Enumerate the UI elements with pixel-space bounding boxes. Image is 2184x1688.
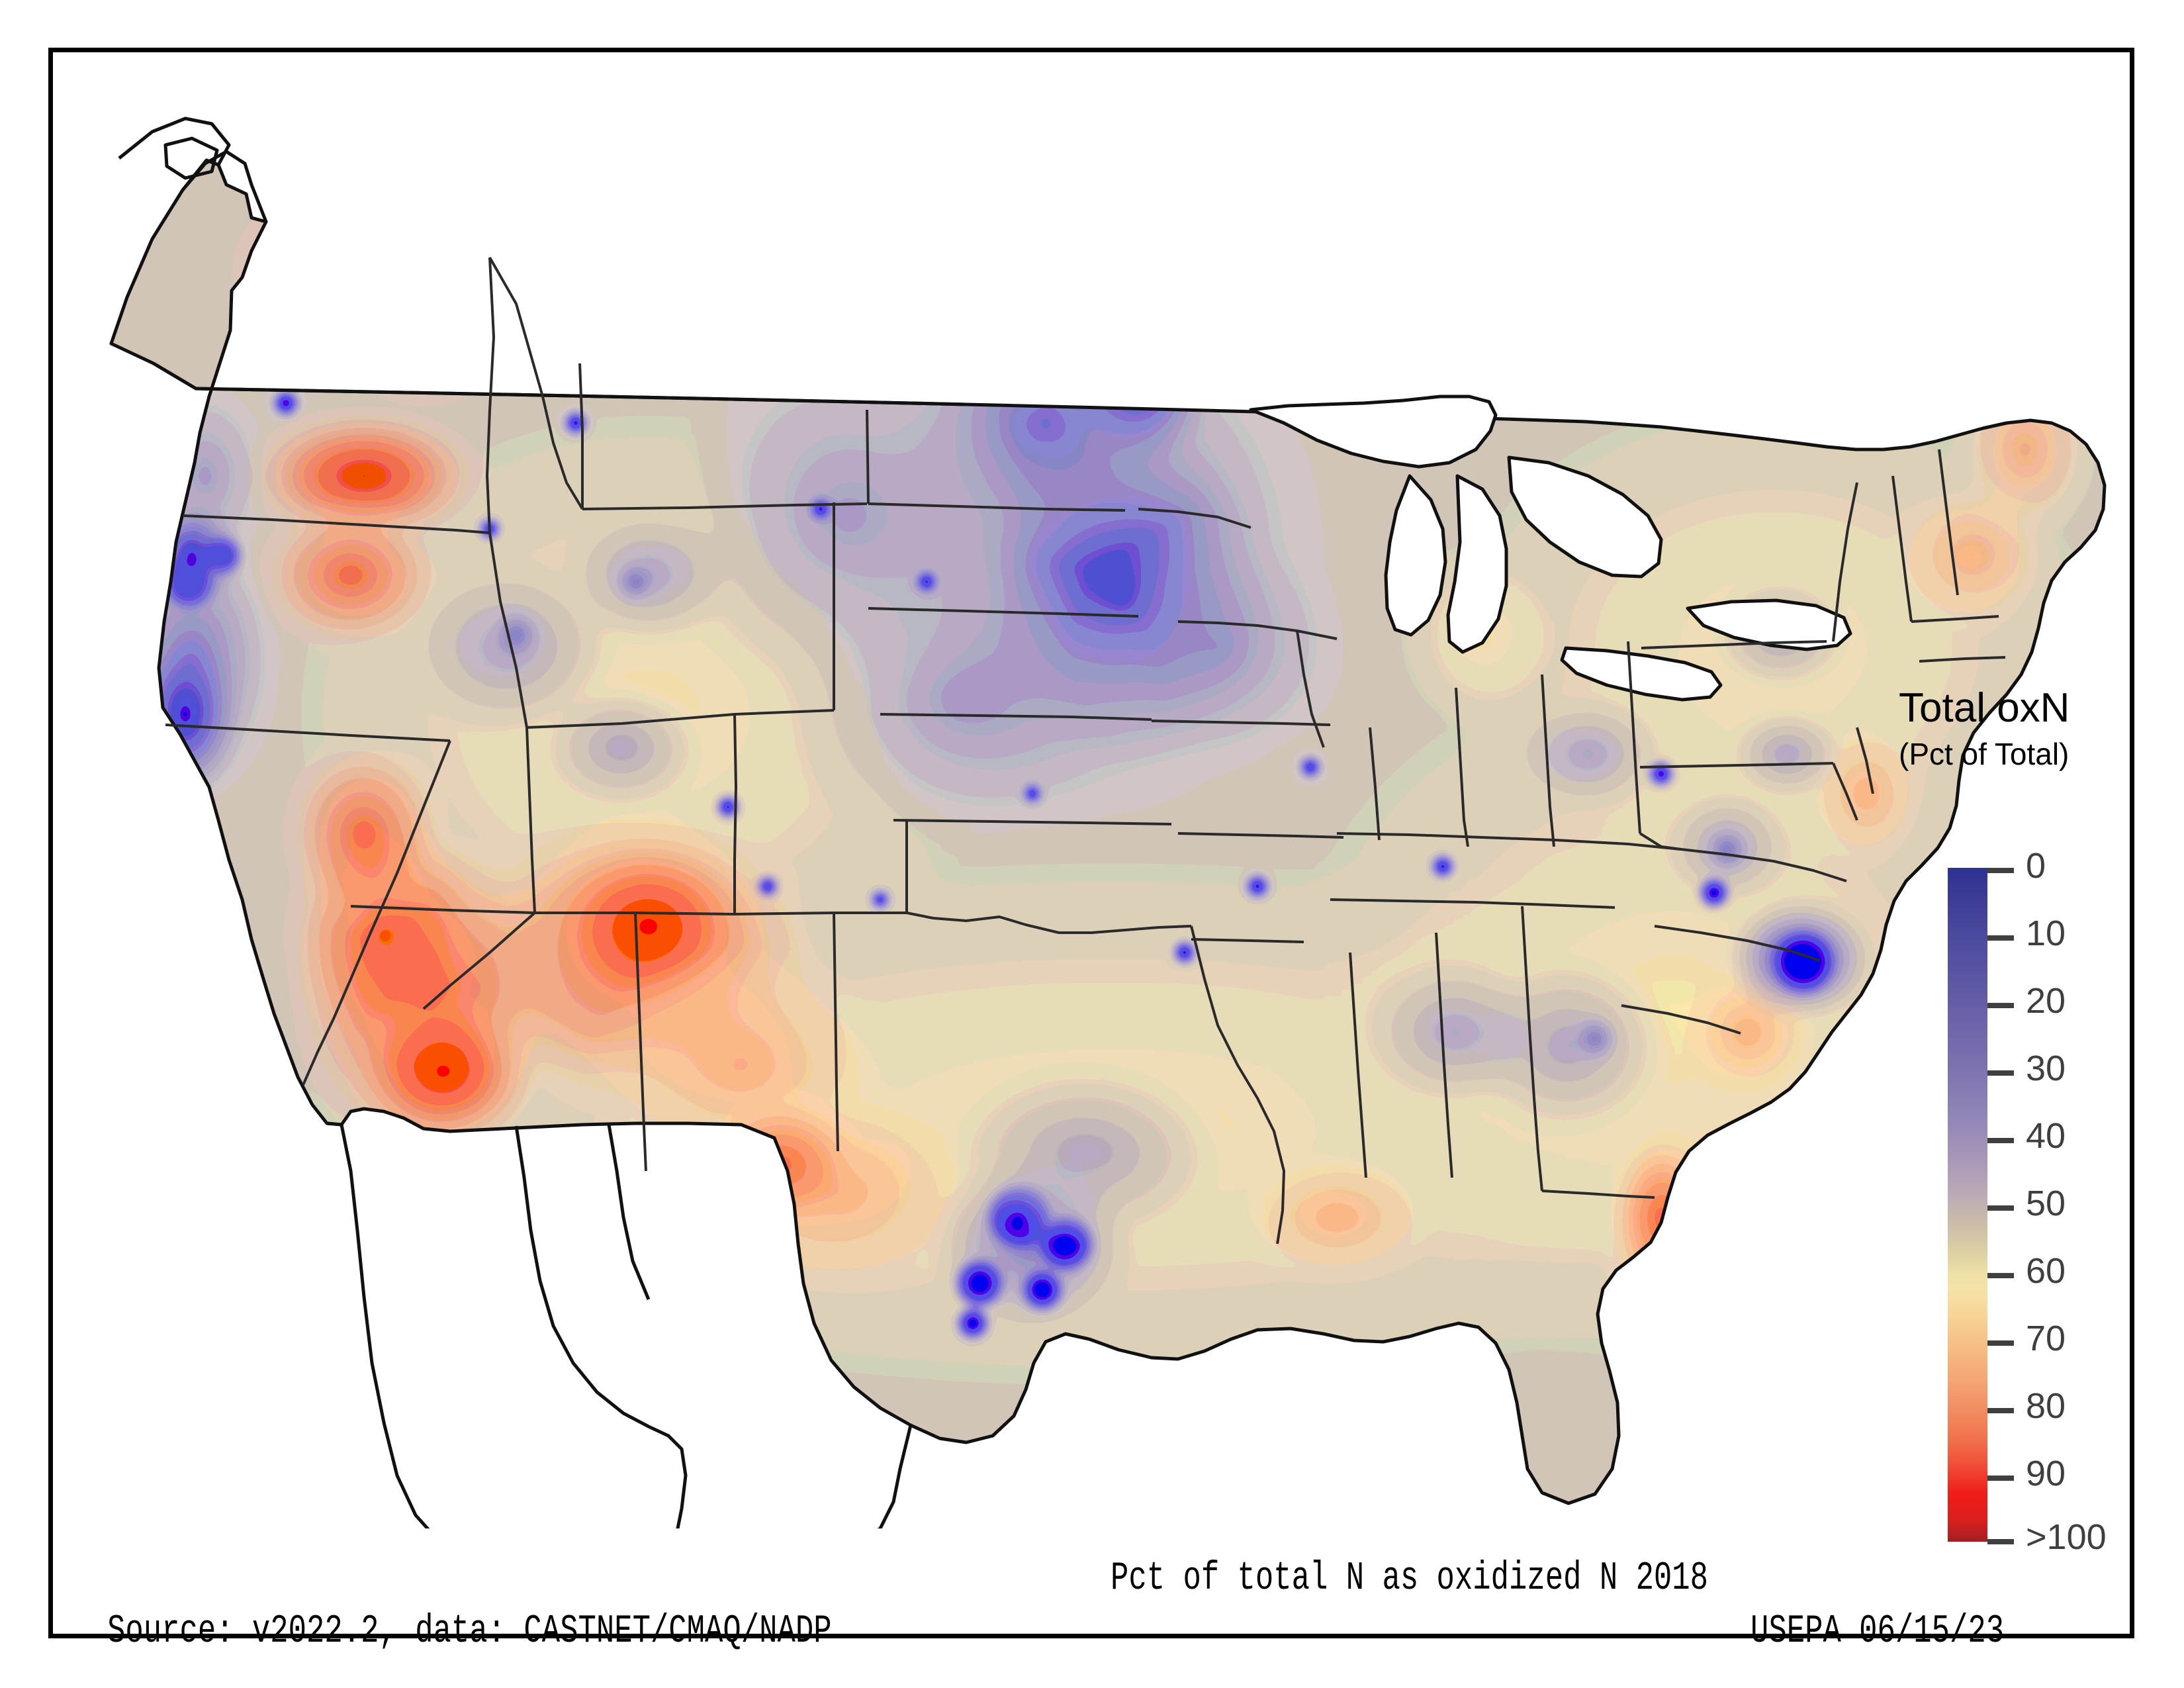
colorbar-label-20: 20 xyxy=(2026,981,2066,1021)
colorbar[interactable]: 0 10 20 30 40 50 60 70 80 90 >100 xyxy=(1948,848,2184,1555)
colorbar-label-90: 90 xyxy=(2026,1454,2066,1493)
colorbar-tick-100 xyxy=(1987,1539,2014,1544)
legend-title: Total oxN xyxy=(1899,685,2070,731)
colorbar-tick-40 xyxy=(1987,1138,2014,1143)
colorbar-label-60: 60 xyxy=(2026,1251,2066,1291)
colorbar-tick-0 xyxy=(1987,868,2014,873)
legend: Total oxN (Pct of Total) 0 10 20 30 xyxy=(1899,684,2183,1558)
agency-credit: USEPA 06/15/23 xyxy=(1751,1609,2005,1654)
map-subtitle: Pct of total N as oxidized N 2018 xyxy=(1111,1556,1709,1601)
colorbar-tick-10 xyxy=(1987,935,2014,941)
colorbar-tick-30 xyxy=(1987,1070,2014,1076)
colorbar-tick-60 xyxy=(1987,1273,2014,1278)
colorbar-label-50: 50 xyxy=(2026,1184,2066,1223)
source-note: Source: v2022.2, data: CASTNET/CMAQ/NADP xyxy=(107,1609,832,1654)
figure-frame: Total oxN (Pct of Total) 0 10 20 30 xyxy=(48,48,2134,1654)
colorbar-tick-80 xyxy=(1987,1408,2014,1413)
colorbar-tick-90 xyxy=(1987,1476,2014,1481)
colorbar-label-70: 70 xyxy=(2026,1319,2066,1358)
colorbar-tick-70 xyxy=(1987,1340,2014,1346)
colorbar-label-40: 40 xyxy=(2026,1116,2066,1156)
map-canvas xyxy=(53,52,2130,1528)
colorbar-label-0: 0 xyxy=(2026,846,2046,886)
us-map-svg xyxy=(109,117,2107,1528)
colorbar-label-30: 30 xyxy=(2026,1049,2066,1088)
political-boundaries xyxy=(109,117,2107,1528)
legend-subtitle: (Pct of Total) xyxy=(1899,737,2070,771)
colorbar-gradient xyxy=(1948,868,1987,1542)
colorbar-tick-20 xyxy=(1987,1003,2014,1008)
colorbar-tick-50 xyxy=(1987,1205,2014,1211)
colorbar-label-80: 80 xyxy=(2026,1386,2066,1426)
colorbar-label-100: >100 xyxy=(2026,1517,2107,1557)
colorbar-label-10: 10 xyxy=(2026,914,2066,953)
